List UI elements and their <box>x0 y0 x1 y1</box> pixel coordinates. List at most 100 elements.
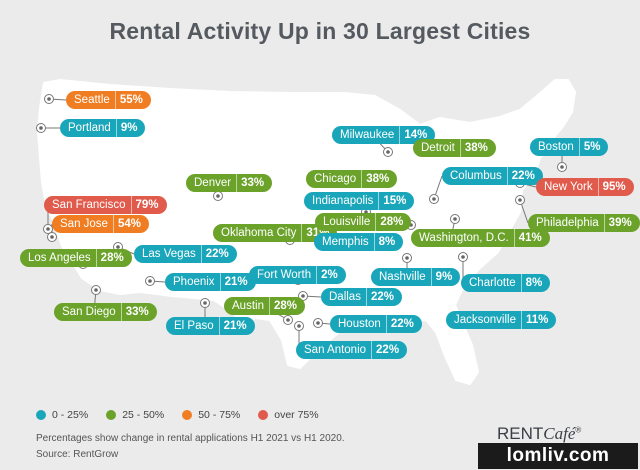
city-name: Seattle <box>74 94 110 106</box>
city-marker-center-washington-d-c <box>453 217 457 221</box>
legend-item-50-75: 50 - 75% <box>182 409 240 421</box>
city-percent: 28% <box>268 297 305 315</box>
city-name: El Paso <box>174 320 214 332</box>
city-percent: 22% <box>200 245 237 263</box>
city-name: Memphis <box>322 236 369 248</box>
city-marker-center-houston <box>316 321 320 325</box>
city-marker-center-las-vegas <box>116 245 120 249</box>
city-marker-center-indianapolis <box>364 210 368 214</box>
city-label-philadelphia: Philadelphia 39% <box>528 214 640 232</box>
city-percent: 2% <box>316 266 346 284</box>
legend-label: 0 - 25% <box>52 409 89 421</box>
city-percent: 54% <box>112 215 149 233</box>
city-name: San Francisco <box>52 199 126 211</box>
city-label-chicago: Chicago 38% <box>306 170 398 188</box>
city-marker-center-phoenix <box>148 279 152 283</box>
city-marker-center-el-paso <box>203 301 207 305</box>
city-label-columbus: Columbus 22% <box>442 167 543 185</box>
city-marker-center-portland <box>39 126 43 130</box>
city-name: Indianapolis <box>312 195 374 207</box>
city-name: Washington, D.C. <box>419 232 509 244</box>
city-label-denver: Denver 33% <box>186 174 273 192</box>
city-label-el-paso: El Paso 21% <box>166 317 255 335</box>
city-name: San Diego <box>62 306 116 318</box>
legend-dot-red <box>258 410 269 420</box>
city-name: Portland <box>68 122 111 134</box>
city-percent: 33% <box>236 174 272 192</box>
city-label-san-jose: San Jose 54% <box>52 215 149 233</box>
city-marker-center-philadelphia <box>518 198 522 202</box>
city-percent: 95% <box>597 178 634 196</box>
city-label-portland: Portland 9% <box>60 119 146 137</box>
city-marker-center-dallas <box>301 294 305 298</box>
city-label-fort-worth: Fort Worth 2% <box>249 266 346 284</box>
city-label-jacksonville: Jacksonville 11% <box>446 311 557 329</box>
city-label-indianapolis: Indianapolis 15% <box>304 192 415 210</box>
city-marker-center-seattle <box>47 97 51 101</box>
rentcafe-logo: RENTCafé® <box>497 424 581 444</box>
city-percent: 9% <box>430 268 461 286</box>
city-name: Louisville <box>323 216 371 228</box>
city-marker-center-boston <box>560 165 564 169</box>
city-label-detroit: Detroit 38% <box>413 139 496 157</box>
city-percent: 33% <box>120 303 157 321</box>
city-name: Los Angeles <box>28 252 91 264</box>
city-name: Philadelphia <box>536 217 599 229</box>
city-name: Fort Worth <box>257 269 312 281</box>
city-name: San Jose <box>60 218 108 230</box>
legend-dot-orange <box>182 410 193 420</box>
city-name: Jacksonville <box>454 314 516 326</box>
legend: 0 - 25% 25 - 50% 50 - 75% over 75% <box>36 409 319 421</box>
legend-item-over-75: over 75% <box>258 409 319 421</box>
city-percent: 14% <box>399 126 435 144</box>
source-note: Source: RentGrow <box>36 449 119 460</box>
city-percent: 21% <box>218 317 255 335</box>
chart-title: Rental Activity Up in 30 Largest Cities <box>109 18 531 44</box>
city-marker-center-denver <box>216 194 220 198</box>
logo-cafe: Café <box>543 424 576 443</box>
city-marker-center-milwaukee <box>386 150 390 154</box>
city-label-boston: Boston 5% <box>530 138 609 156</box>
city-label-washington-d-c: Washington, D.C. 41% <box>411 229 550 247</box>
city-percent: 38% <box>459 139 496 157</box>
footnote: Percentages show change in rental applic… <box>36 433 345 444</box>
city-label-houston: Houston 22% <box>330 315 422 333</box>
city-label-memphis: Memphis 8% <box>314 233 404 251</box>
city-name: Columbus <box>450 170 502 182</box>
city-label-san-francisco: San Francisco 79% <box>44 196 167 214</box>
city-marker-center-san-antonio <box>297 324 301 328</box>
legend-item-0-25: 0 - 25% <box>36 409 88 421</box>
city-percent: 8% <box>373 233 404 251</box>
city-name: Milwaukee <box>340 129 395 141</box>
city-percent: 9% <box>115 119 146 137</box>
city-name: Charlotte <box>469 277 516 289</box>
legend-item-25-50: 25 - 50% <box>106 409 164 421</box>
city-label-charlotte: Charlotte 8% <box>461 274 551 292</box>
legend-label: over 75% <box>274 409 319 421</box>
city-name: Houston <box>338 318 381 330</box>
city-marker-center-san-diego <box>94 288 98 292</box>
city-label-austin: Austin 28% <box>224 297 305 315</box>
city-label-louisville: Louisville 28% <box>315 213 412 231</box>
legend-label: 25 - 50% <box>122 409 165 421</box>
city-marker-center-san-francisco <box>46 227 50 231</box>
city-percent: 22% <box>371 341 407 359</box>
city-percent: 38% <box>361 170 397 188</box>
city-label-new-york: New York 95% <box>536 178 634 196</box>
city-name: Chicago <box>314 173 357 185</box>
city-name: San Antonio <box>304 344 367 356</box>
city-percent: 28% <box>375 213 411 231</box>
city-label-phoenix: Phoenix 21% <box>165 273 256 291</box>
logo-rent: RENT <box>497 424 544 443</box>
city-name: New York <box>544 181 593 193</box>
city-percent: 5% <box>578 138 609 156</box>
city-name: Detroit <box>421 142 455 154</box>
city-label-dallas: Dallas 22% <box>321 288 402 306</box>
city-percent: 21% <box>219 273 256 291</box>
city-name: Dallas <box>329 291 361 303</box>
city-name: Las Vegas <box>142 248 196 260</box>
city-name: Boston <box>538 141 574 153</box>
city-name: Nashville <box>379 271 426 283</box>
city-percent: 79% <box>130 196 167 214</box>
city-percent: 22% <box>385 315 422 333</box>
